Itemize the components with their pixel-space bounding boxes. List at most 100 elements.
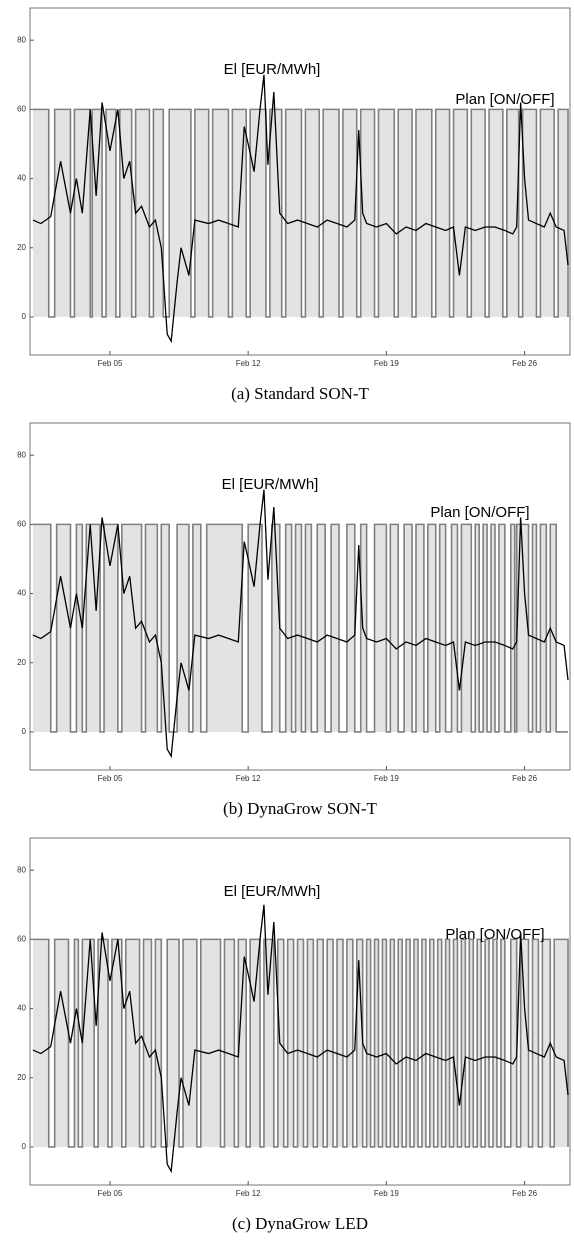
plan-on-area bbox=[54, 939, 69, 1147]
plan-on-area bbox=[155, 939, 162, 1147]
x-tick-label: Feb 12 bbox=[236, 774, 261, 783]
plan-on-area bbox=[317, 524, 326, 732]
plan-on-area bbox=[32, 109, 49, 317]
plan-on-area bbox=[415, 524, 424, 732]
plan-on-area bbox=[106, 109, 116, 317]
plan-on-area bbox=[414, 939, 418, 1147]
y-tick-label: 80 bbox=[17, 35, 26, 44]
plan-on-area bbox=[305, 524, 312, 732]
plan-on-area bbox=[177, 524, 189, 732]
y-tick-label: 0 bbox=[22, 312, 27, 321]
plan-on-area bbox=[491, 524, 495, 732]
plan-on-area bbox=[429, 939, 434, 1147]
series-label: Plan [ON/OFF] bbox=[455, 91, 554, 108]
plan-on-area bbox=[287, 939, 294, 1147]
caption: (c) DynaGrow LED bbox=[232, 1214, 368, 1233]
plan-on-area bbox=[500, 939, 505, 1147]
plan-on-area bbox=[337, 939, 343, 1147]
plan-on-area bbox=[212, 109, 229, 317]
plan-on-area bbox=[32, 524, 51, 732]
x-tick-label: Feb 26 bbox=[512, 359, 537, 368]
plan-on-area bbox=[390, 939, 395, 1147]
plan-on-area bbox=[540, 524, 547, 732]
caption: (a) Standard SON-T bbox=[231, 384, 369, 403]
plan-on-area bbox=[471, 109, 486, 317]
plan-on-area bbox=[374, 939, 379, 1147]
plan-on-area bbox=[342, 109, 357, 317]
plan-on-area bbox=[323, 109, 339, 317]
plan-on-area bbox=[439, 524, 446, 732]
plan-on-area bbox=[54, 109, 71, 317]
plan-on-area bbox=[427, 524, 436, 732]
plan-on-area bbox=[435, 109, 450, 317]
plan-on-area bbox=[271, 524, 280, 732]
plan-on-area bbox=[461, 939, 466, 1147]
y-tick-label: 60 bbox=[17, 519, 26, 528]
y-tick-label: 80 bbox=[17, 450, 26, 459]
plan-on-area bbox=[485, 939, 490, 1147]
plan-on-area bbox=[125, 939, 140, 1147]
plan-on-area bbox=[143, 939, 152, 1147]
panel: 0 20 40 60 80 Feb 05 Feb 12 Feb 19 Feb 26 Plan [O… bbox=[17, 837, 571, 1233]
plan-on-area bbox=[285, 524, 292, 732]
plan-on-area bbox=[378, 109, 395, 317]
y-tick-label: 60 bbox=[17, 934, 26, 943]
plan-on-area bbox=[532, 524, 537, 732]
y-tick-label: 40 bbox=[17, 174, 26, 183]
plan-on-area bbox=[269, 109, 282, 317]
plan-on-area bbox=[542, 939, 551, 1147]
series-label: El [EUR/MWh] bbox=[224, 883, 321, 900]
x-tick-label: Feb 26 bbox=[512, 1189, 537, 1198]
plot-frame bbox=[29, 7, 571, 356]
plan-on-area bbox=[121, 524, 142, 732]
plan-on-area bbox=[489, 109, 503, 317]
y-tick-label: 80 bbox=[17, 865, 26, 874]
x-tick-label: Feb 05 bbox=[98, 774, 123, 783]
plan-on-area bbox=[437, 939, 442, 1147]
y-tick-label: 40 bbox=[17, 1004, 26, 1013]
plan-on-area bbox=[76, 524, 83, 732]
plan-on-area bbox=[145, 524, 158, 732]
plan-on-area bbox=[200, 939, 221, 1147]
plan-on-area bbox=[477, 939, 482, 1147]
plan-on-area bbox=[492, 939, 497, 1147]
plan-on-area bbox=[453, 939, 458, 1147]
plan-on-area bbox=[56, 524, 71, 732]
plan-on-area bbox=[206, 524, 243, 732]
plan-on-area bbox=[224, 939, 235, 1147]
y-tick-label: 0 bbox=[22, 1142, 27, 1151]
panel: 0 20 40 60 80 Feb 05 Feb 12 Feb 19 Feb 26 Plan [O… bbox=[17, 7, 571, 403]
plan-on-area bbox=[86, 524, 101, 732]
plot-frame bbox=[29, 422, 571, 771]
plan-on-area bbox=[111, 939, 122, 1147]
plan-on-area bbox=[390, 524, 399, 732]
plan-on-area bbox=[483, 524, 488, 732]
plan-on-area bbox=[360, 524, 367, 732]
y-tick-label: 40 bbox=[17, 589, 26, 598]
plan-on-area bbox=[461, 524, 472, 732]
plan-on-area bbox=[277, 939, 284, 1147]
x-tick-label: Feb 19 bbox=[374, 359, 399, 368]
plan-on-area bbox=[558, 109, 569, 317]
plan-on-area bbox=[506, 109, 519, 317]
series-label: Plan [ON/OFF] bbox=[445, 926, 544, 943]
series-label: El [EUR/MWh] bbox=[222, 476, 319, 493]
plan-on-area bbox=[469, 939, 474, 1147]
x-tick-label: Feb 12 bbox=[236, 359, 261, 368]
plan-on-area bbox=[135, 109, 150, 317]
plan-on-area bbox=[153, 109, 164, 317]
plan-on-area bbox=[498, 524, 505, 732]
y-tick-label: 20 bbox=[17, 658, 26, 667]
plan-on-area bbox=[98, 939, 108, 1147]
plan-on-area bbox=[554, 939, 569, 1147]
x-tick-label: Feb 19 bbox=[374, 774, 399, 783]
plan-on-area bbox=[331, 524, 339, 732]
plan-on-area bbox=[238, 939, 247, 1147]
plan-on-area bbox=[169, 109, 191, 317]
plan-on-area bbox=[307, 939, 314, 1147]
plan-on-area bbox=[104, 524, 118, 732]
plan-on-area bbox=[415, 109, 432, 317]
plan-on-area bbox=[317, 939, 324, 1147]
plan-on-area bbox=[346, 939, 353, 1147]
plan-on-area bbox=[404, 524, 413, 732]
